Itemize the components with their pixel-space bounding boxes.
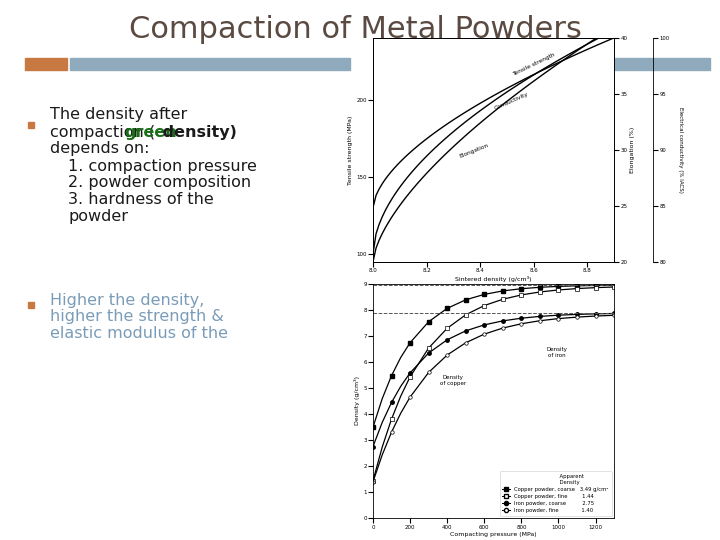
- Y-axis label: Electrical conductivity (% IACS): Electrical conductivity (% IACS): [678, 107, 683, 193]
- Bar: [70, 58, 350, 70]
- Text: depends on:: depends on:: [50, 141, 150, 157]
- Text: higher the strength &: higher the strength &: [50, 309, 224, 325]
- Bar: [28, 302, 34, 308]
- Text: powder: powder: [68, 210, 128, 225]
- Y-axis label: Elongation (%): Elongation (%): [630, 127, 635, 173]
- Text: Conductivity: Conductivity: [494, 92, 529, 111]
- Text: density): density): [157, 125, 237, 139]
- Text: Compaction of Metal Powders: Compaction of Metal Powders: [129, 16, 582, 44]
- Bar: [25, 58, 67, 70]
- Text: Density
of iron: Density of iron: [546, 347, 567, 358]
- Text: The density after: The density after: [50, 107, 187, 123]
- Legend: Copper powder, coarse   3.49 g/cm², Copper powder, fine         1.44, Iron powde: Copper powder, coarse 3.49 g/cm², Copper…: [500, 471, 611, 516]
- Bar: [28, 122, 34, 128]
- Bar: [615, 58, 710, 70]
- X-axis label: Compacting pressure (MPa): Compacting pressure (MPa): [450, 532, 537, 537]
- Text: 3. hardness of the: 3. hardness of the: [68, 192, 214, 207]
- Text: Tensile strength: Tensile strength: [513, 52, 557, 77]
- X-axis label: Sintered density (g/cm³): Sintered density (g/cm³): [455, 276, 532, 282]
- Y-axis label: Density (g/cm³): Density (g/cm³): [354, 376, 361, 426]
- Text: Elongation: Elongation: [459, 143, 490, 159]
- Text: 2. powder composition: 2. powder composition: [68, 176, 251, 191]
- Text: Density
of copper: Density of copper: [440, 375, 466, 386]
- Text: 1. compaction pressure: 1. compaction pressure: [68, 159, 257, 173]
- Y-axis label: Tensile strength (MPa): Tensile strength (MPa): [348, 115, 354, 185]
- Text: compaction (: compaction (: [50, 125, 155, 139]
- Text: Higher the density,: Higher the density,: [50, 293, 204, 307]
- Text: elastic modulus of the: elastic modulus of the: [50, 327, 228, 341]
- Text: green: green: [124, 125, 176, 139]
